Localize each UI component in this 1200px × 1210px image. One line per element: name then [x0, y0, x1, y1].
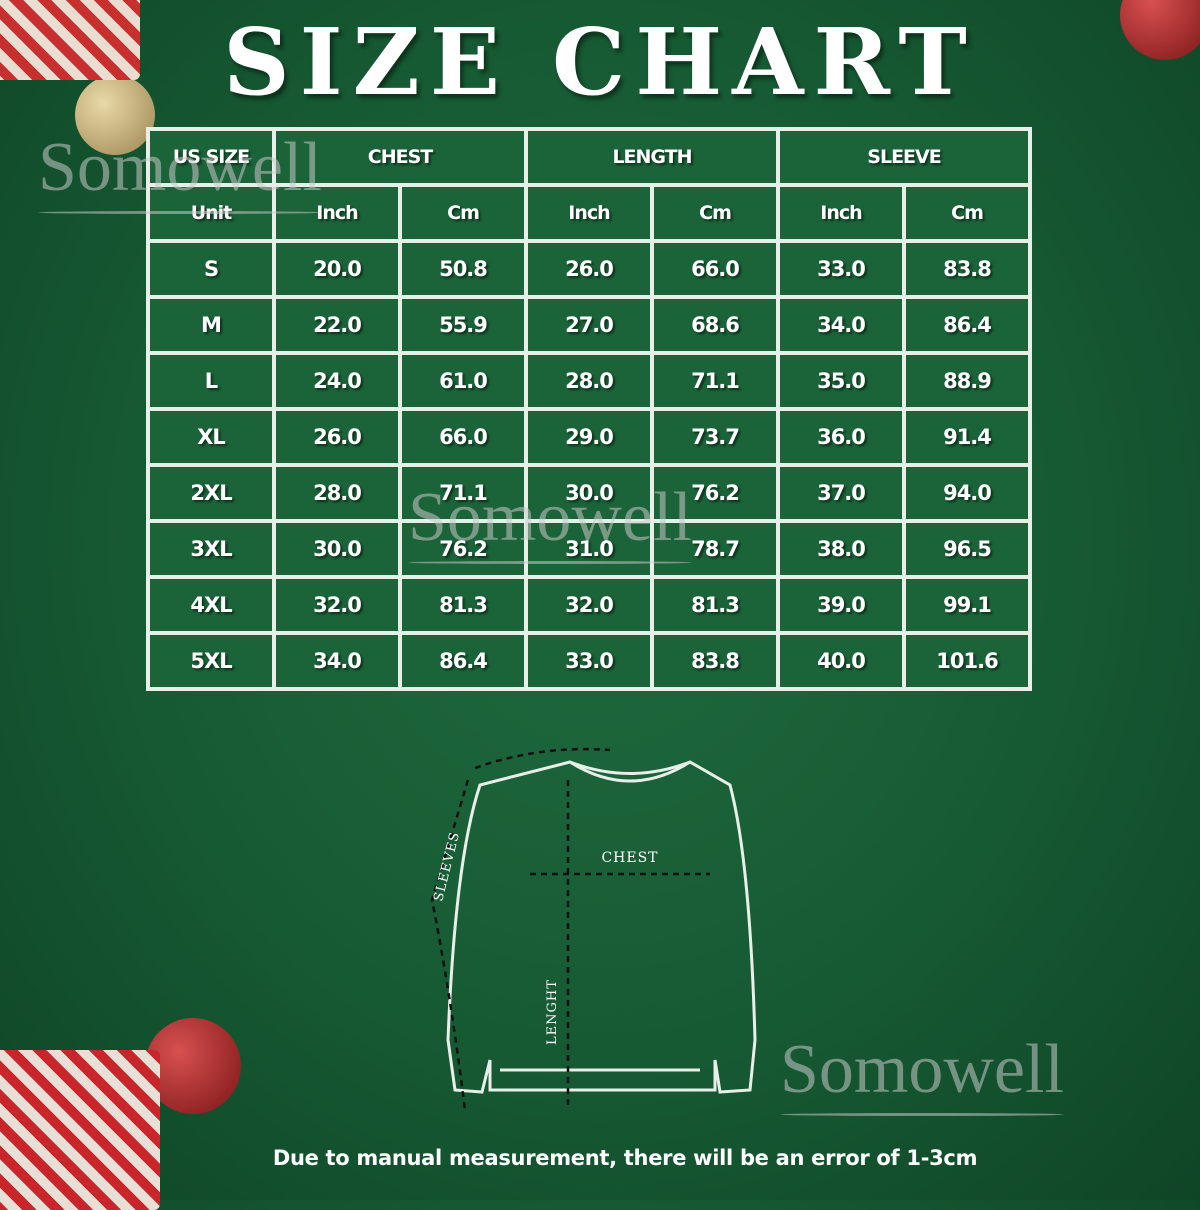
value-cell: 83.8	[654, 635, 776, 687]
value-cell: 35.0	[780, 355, 902, 407]
length-label: LENGHT	[545, 979, 560, 1045]
value-cell: 32.0	[276, 579, 398, 631]
size-cell: 5XL	[150, 635, 272, 687]
table-row: S 20.0 50.8 26.0 66.0 33.0 83.8	[150, 243, 1028, 295]
value-cell: 50.8	[402, 243, 524, 295]
gift-box	[0, 1050, 160, 1210]
value-cell: 55.9	[402, 299, 524, 351]
size-cell: 3XL	[150, 523, 272, 575]
table-row: XL 26.0 66.0 29.0 73.7 36.0 91.4	[150, 411, 1028, 463]
value-cell: 73.7	[654, 411, 776, 463]
page-title: SIZE CHART	[223, 8, 977, 116]
value-cell: 99.1	[906, 579, 1028, 631]
value-cell: 83.8	[906, 243, 1028, 295]
size-cell: S	[150, 243, 272, 295]
size-cell: 4XL	[150, 579, 272, 631]
table-row: L 24.0 61.0 28.0 71.1 35.0 88.9	[150, 355, 1028, 407]
value-cell: 32.0	[528, 579, 650, 631]
value-cell: Cm	[654, 187, 776, 239]
table-row: M 22.0 55.9 27.0 68.6 34.0 86.4	[150, 299, 1028, 351]
value-cell: 37.0	[780, 467, 902, 519]
value-cell: 22.0	[276, 299, 398, 351]
value-cell: 34.0	[780, 299, 902, 351]
value-cell: 101.6	[906, 635, 1028, 687]
value-cell: 29.0	[528, 411, 650, 463]
value-cell: 71.1	[402, 467, 524, 519]
value-cell: Inch	[528, 187, 650, 239]
sweater-outline	[446, 760, 757, 1094]
header-length: LENGTH	[528, 131, 776, 183]
watermark: Somowell	[408, 479, 692, 564]
value-cell: 86.4	[906, 299, 1028, 351]
ornament-ball-red	[145, 1018, 241, 1114]
value-cell: 30.0	[528, 467, 650, 519]
size-cell: XL	[150, 411, 272, 463]
value-cell: 39.0	[780, 579, 902, 631]
value-cell: 27.0	[528, 299, 650, 351]
value-cell: 40.0	[780, 635, 902, 687]
table-row: 2XL 28.0 71.1 30.0 76.2 37.0 94.0	[150, 467, 1028, 519]
value-cell: 61.0	[402, 355, 524, 407]
value-cell: 86.4	[402, 635, 524, 687]
chest-label: CHEST	[601, 850, 658, 866]
size-cell: 2XL	[150, 467, 272, 519]
gift-box-top	[0, 0, 140, 80]
measurement-note: Due to manual measurement, there will be…	[272, 1146, 978, 1170]
header-us-size: US SIZE	[150, 131, 272, 183]
value-cell: 30.0	[276, 523, 398, 575]
value-cell: 28.0	[276, 467, 398, 519]
value-cell: 38.0	[780, 523, 902, 575]
value-cell: Cm	[906, 187, 1028, 239]
value-cell: 76.2	[402, 523, 524, 575]
value-cell: 94.0	[906, 467, 1028, 519]
value-cell: Inch	[780, 187, 902, 239]
value-cell: Cm	[402, 187, 524, 239]
value-cell: 33.0	[528, 635, 650, 687]
header-sleeve: SLEEVE	[780, 131, 1028, 183]
value-cell: 26.0	[528, 243, 650, 295]
table-row: 4XL 32.0 81.3 32.0 81.3 39.0 99.1	[150, 579, 1028, 631]
value-cell: 96.5	[906, 523, 1028, 575]
value-cell: 78.7	[654, 523, 776, 575]
group-header-row: US SIZE CHEST LENGTH SLEEVE	[150, 131, 1028, 183]
value-cell: 20.0	[276, 243, 398, 295]
watermark: Somowell	[780, 1031, 1064, 1116]
value-cell: 28.0	[528, 355, 650, 407]
value-cell: 26.0	[276, 411, 398, 463]
value-cell: 91.4	[906, 411, 1028, 463]
value-cell: 24.0	[276, 355, 398, 407]
value-cell: 88.9	[906, 355, 1028, 407]
value-cell: 34.0	[276, 635, 398, 687]
value-cell: 68.6	[654, 299, 776, 351]
size-cell: M	[150, 299, 272, 351]
value-cell: 66.0	[402, 411, 524, 463]
watermark: Somowell	[38, 129, 322, 214]
size-table: US SIZE CHEST LENGTH SLEEVE Unit Inch Cm In…	[146, 127, 1032, 691]
ornament-ball-gold	[75, 75, 155, 155]
table-row: 3XL 30.0 76.2 31.0 78.7 38.0 96.5	[150, 523, 1028, 575]
value-cell: 36.0	[780, 411, 902, 463]
value-cell: 33.0	[780, 243, 902, 295]
value-cell: 81.3	[654, 579, 776, 631]
sweater-diagram: CHEST LENGHT SLEEVES	[430, 747, 757, 1111]
value-cell: 76.2	[654, 467, 776, 519]
value-cell: 66.0	[654, 243, 776, 295]
value-cell: 71.1	[654, 355, 776, 407]
value-cell: 81.3	[402, 579, 524, 631]
size-cell: L	[150, 355, 272, 407]
header-chest: CHEST	[276, 131, 524, 183]
value-cell: 31.0	[528, 523, 650, 575]
table-row: 5XL 34.0 86.4 33.0 83.8 40.0 101.6	[150, 635, 1028, 687]
